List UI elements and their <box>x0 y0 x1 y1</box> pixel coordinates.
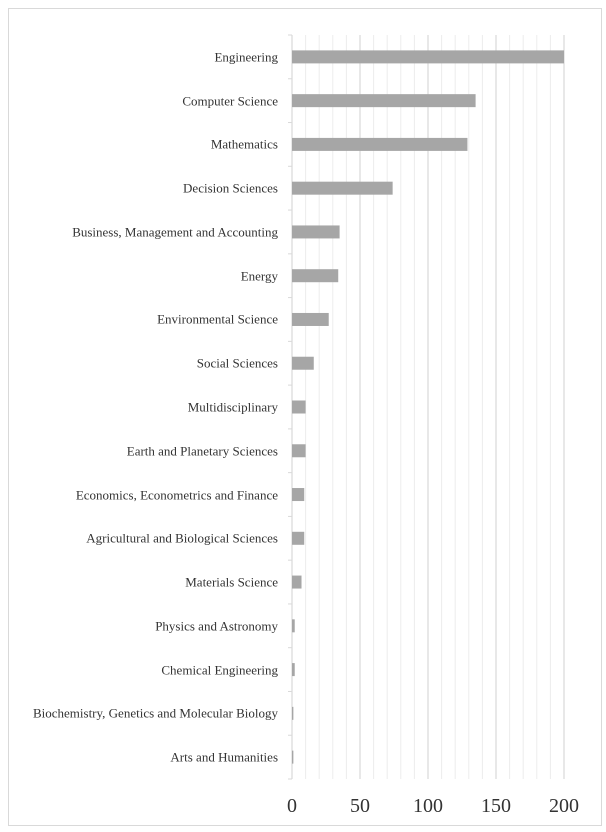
bar <box>292 137 468 151</box>
bar <box>292 269 339 283</box>
y-tick-label: Computer Science <box>182 93 278 109</box>
bar <box>292 312 329 326</box>
bar <box>292 181 393 195</box>
category-label-row: Engineering <box>14 49 278 64</box>
x-tick-label: 50 <box>350 795 370 817</box>
chart-frame <box>8 8 602 826</box>
category-label-row: Economics, Econometrics and Finance <box>14 487 278 502</box>
y-tick-label: Decision Sciences <box>183 180 278 196</box>
y-tick-label: Social Sciences <box>196 355 278 371</box>
x-tick-label: 0 <box>287 795 297 817</box>
y-tick-label: Agricultural and Biological Sciences <box>86 530 278 546</box>
category-label-row: Multidisciplinary <box>14 400 278 415</box>
category-label-row: Materials Science <box>14 575 278 590</box>
bar <box>292 356 314 370</box>
bar <box>292 225 340 239</box>
category-label-row: Physics and Astronomy <box>14 618 278 633</box>
category-label-row: Arts and Humanities <box>14 750 278 765</box>
y-tick-label: Materials Science <box>185 574 278 590</box>
x-tick-label: 150 <box>481 795 511 817</box>
bar <box>292 94 476 108</box>
bar <box>292 488 305 502</box>
bar <box>292 663 295 677</box>
y-tick-label: Energy <box>240 268 278 284</box>
category-label-row: Decision Sciences <box>14 181 278 196</box>
bar <box>292 619 295 633</box>
category-label-row: Environmental Science <box>14 312 278 327</box>
category-label-row: Mathematics <box>14 137 278 152</box>
bar <box>292 444 306 458</box>
y-tick-label: Chemical Engineering <box>161 662 278 678</box>
bar <box>292 750 294 764</box>
bar <box>292 400 306 414</box>
bar <box>292 531 305 545</box>
y-tick-label: Arts and Humanities <box>170 749 278 765</box>
x-tick-label: 200 <box>549 795 579 817</box>
category-label-row: Agricultural and Biological Sciences <box>14 531 278 546</box>
category-label-row: Chemical Engineering <box>14 662 278 677</box>
y-tick-label: Economics, Econometrics and Finance <box>75 487 278 503</box>
bar <box>292 706 294 720</box>
y-tick-label: Multidisciplinary <box>187 399 278 415</box>
category-label-row: Biochemistry, Genetics and Molecular Bio… <box>14 706 278 721</box>
bar <box>292 50 564 64</box>
y-tick-label: Business, Management and Accounting <box>72 224 278 240</box>
y-tick-label: Mathematics <box>210 136 278 152</box>
category-label-row: Earth and Planetary Sciences <box>14 443 278 458</box>
category-label-row: Social Sciences <box>14 356 278 371</box>
y-tick-label: Physics and Astronomy <box>155 618 278 634</box>
x-tick-label: 100 <box>413 795 443 817</box>
bar <box>292 575 302 589</box>
y-tick-label: Engineering <box>214 49 278 65</box>
y-tick-label: Biochemistry, Genetics and Molecular Bio… <box>32 705 278 721</box>
y-tick-label: Environmental Science <box>157 311 278 327</box>
y-tick-label: Earth and Planetary Sciences <box>126 443 278 459</box>
category-label-row: Energy <box>14 268 278 283</box>
category-label-row: Computer Science <box>14 93 278 108</box>
category-label-row: Business, Management and Accounting <box>14 224 278 239</box>
